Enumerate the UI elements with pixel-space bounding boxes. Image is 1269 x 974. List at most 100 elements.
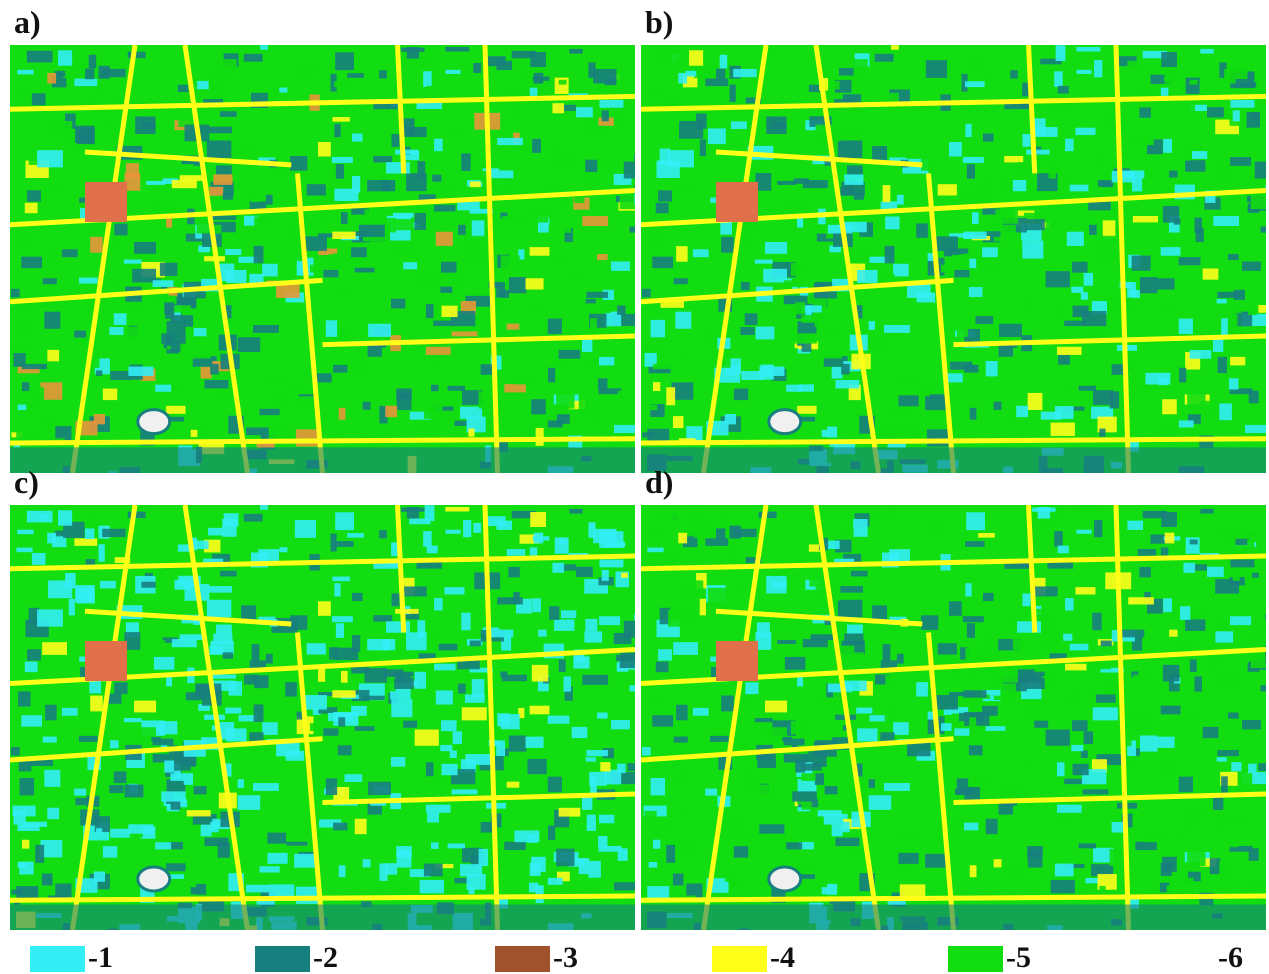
- land-patch: [1004, 615, 1023, 622]
- land-patch: [600, 304, 610, 313]
- land-patch: [759, 52, 777, 58]
- map-panel: [10, 45, 653, 488]
- land-patch: [941, 723, 952, 731]
- land-patch: [597, 712, 608, 718]
- land-patch: [1004, 156, 1023, 163]
- land-patch: [1034, 262, 1048, 269]
- land-patch: [128, 824, 153, 833]
- land-patch: [468, 429, 474, 437]
- land-patch: [16, 88, 32, 93]
- land-patch: [420, 423, 444, 436]
- land-patch: [194, 786, 207, 794]
- land-patch: [1065, 598, 1074, 610]
- land-patch: [666, 845, 675, 863]
- land-patch: [425, 45, 435, 61]
- land-patch: [841, 822, 849, 832]
- land-patch: [686, 531, 697, 537]
- bottom-strip: [10, 447, 635, 473]
- land-patch: [153, 280, 174, 287]
- land-patch: [673, 642, 698, 655]
- land-patch: [436, 232, 453, 246]
- map: [641, 45, 1269, 488]
- land-patch: [1161, 706, 1181, 715]
- land-patch: [1161, 52, 1177, 67]
- land-patch: [656, 662, 669, 672]
- land-patch: [1231, 304, 1241, 313]
- land-patch: [207, 140, 232, 158]
- land-patch: [1165, 73, 1175, 84]
- land-patch: [18, 691, 30, 706]
- land-patch: [1210, 401, 1221, 417]
- land-patch: [1140, 277, 1158, 293]
- land-patch: [844, 633, 863, 644]
- land-patch: [966, 512, 985, 530]
- land-patch: [334, 189, 358, 201]
- land-patch: [468, 886, 474, 894]
- stadium: [138, 410, 170, 434]
- land-patch: [801, 773, 815, 781]
- land-patch: [90, 237, 103, 253]
- land-patch: [445, 530, 460, 534]
- land-patch: [90, 695, 103, 711]
- land-patch: [740, 471, 749, 486]
- land-patch: [335, 52, 354, 70]
- land-patch: [584, 172, 602, 183]
- land-patch: [857, 270, 877, 283]
- land-patch: [1079, 386, 1096, 391]
- land-patch: [146, 181, 165, 185]
- land-patch: [964, 365, 978, 373]
- land-patch: [423, 71, 431, 87]
- land-patch: [453, 731, 462, 744]
- land-patch: [1084, 273, 1093, 286]
- land-patch: [1180, 606, 1190, 620]
- land-patch: [1072, 720, 1088, 731]
- land-patch: [184, 315, 193, 327]
- land-patch: [25, 662, 38, 672]
- land-patch: [734, 846, 748, 858]
- land-patch: [1132, 256, 1151, 271]
- land-patch: [1265, 614, 1269, 621]
- land-patch: [170, 773, 184, 781]
- land-patch: [653, 382, 660, 391]
- land-patch: [925, 396, 948, 410]
- land-patch: [21, 257, 42, 268]
- land-patch: [686, 71, 697, 77]
- land-patch: [79, 736, 98, 742]
- land-patch: [720, 221, 732, 234]
- land-patch: [69, 139, 75, 156]
- land-patch: [463, 520, 471, 537]
- land-patch: [798, 779, 817, 792]
- land-patch: [548, 826, 555, 841]
- land-patch: [854, 652, 864, 658]
- land-patch: [530, 88, 538, 96]
- land-patch: [85, 528, 94, 539]
- land-patch: [1075, 128, 1095, 135]
- land-patch: [355, 819, 367, 834]
- land-patch: [1026, 150, 1049, 155]
- land-patch: [1200, 509, 1213, 514]
- land-patch: [440, 287, 452, 293]
- land-patch: [450, 292, 457, 300]
- land-patch: [590, 318, 597, 335]
- land-patch: [527, 301, 546, 316]
- land-patch: [648, 70, 664, 75]
- land-patch: [649, 233, 661, 248]
- land-patch: [110, 282, 119, 290]
- land-patch: [621, 573, 628, 578]
- land-patch: [624, 621, 642, 638]
- land-patch: [1062, 842, 1070, 848]
- land-patch: [841, 364, 849, 374]
- land-patch: [336, 623, 344, 638]
- land-patch: [338, 259, 345, 268]
- land-patch: [1217, 292, 1238, 298]
- land-patch: [708, 588, 726, 604]
- land-patch: [741, 282, 750, 290]
- land-patch: [386, 162, 410, 173]
- land-patch: [1120, 630, 1144, 638]
- land-patch: [100, 581, 116, 589]
- land-patch: [335, 512, 354, 530]
- land-patch: [1218, 815, 1227, 831]
- land-patch: [1158, 759, 1177, 774]
- land-patch: [415, 672, 426, 689]
- land-patch: [532, 665, 548, 682]
